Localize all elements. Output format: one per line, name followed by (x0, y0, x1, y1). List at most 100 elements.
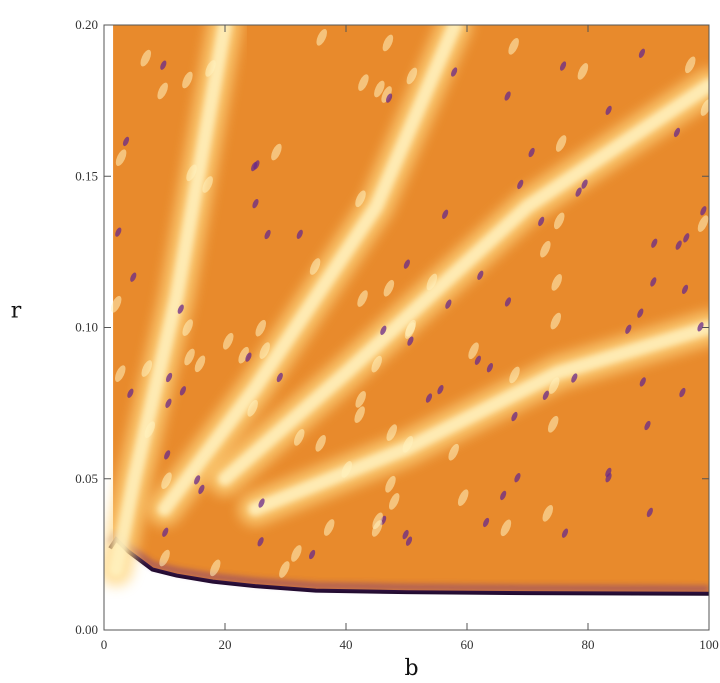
dark-speck (675, 240, 682, 250)
pale-streak (426, 273, 438, 291)
pale-streak (194, 355, 206, 373)
dark-speck (528, 147, 535, 158)
pale-streak (551, 274, 562, 291)
dark-speck (639, 377, 646, 387)
pale-streak (388, 493, 400, 510)
dark-speck (179, 386, 187, 396)
pale-streak (157, 82, 168, 100)
dark-speck (644, 420, 651, 431)
pale-streak (114, 365, 126, 382)
pale-streak (509, 366, 520, 384)
pale-streak (697, 215, 709, 232)
dark-speck (651, 238, 658, 248)
y-tick-label: 0.10 (75, 320, 98, 335)
dark-speck (198, 484, 205, 495)
x-tick-label: 60 (461, 637, 474, 652)
dark-speck (386, 93, 393, 103)
pale-streak (357, 290, 368, 307)
dark-speck (177, 304, 184, 314)
pale-streak (341, 461, 352, 478)
y-axis-label: r (11, 299, 22, 324)
pale-streak (508, 37, 519, 55)
dark-speck (162, 527, 169, 537)
dark-speck (252, 198, 259, 209)
pale-streak (110, 295, 122, 313)
dark-speck (130, 272, 137, 282)
x-axis-label: b (404, 656, 418, 681)
x-tick-label: 100 (699, 637, 719, 652)
dark-speck (115, 227, 122, 237)
dark-speck (257, 537, 264, 547)
dark-speck (571, 373, 578, 383)
dark-speck (673, 127, 681, 138)
pale-streak (271, 143, 282, 161)
pale-streak (161, 472, 172, 490)
dark-speck (380, 325, 387, 335)
pale-streak (553, 212, 565, 230)
dark-speck (251, 161, 258, 172)
dark-speck (650, 277, 657, 287)
dark-speck (511, 411, 518, 422)
pale-streak (141, 360, 153, 377)
dark-speck (482, 517, 490, 528)
pale-streak (238, 346, 249, 364)
dark-speck (296, 229, 303, 240)
pale-streak (202, 176, 213, 193)
dark-speck (700, 206, 707, 216)
dark-speck (402, 529, 409, 540)
dark-speck (407, 336, 414, 346)
dark-speck (646, 507, 653, 518)
pale-streak (468, 342, 479, 360)
dark-speck (681, 284, 689, 295)
pale-streak (547, 415, 559, 433)
dark-speck (451, 67, 458, 77)
x-tick-label: 20 (219, 637, 232, 652)
x-tick-label: 40 (340, 637, 353, 652)
pale-streak (448, 443, 459, 461)
dark-speck (517, 179, 524, 190)
dark-speck (575, 187, 582, 197)
dark-speck (194, 475, 201, 485)
pale-streak (355, 190, 366, 208)
pale-streak (540, 240, 551, 258)
dark-speck (625, 324, 632, 334)
y-tick-label: 0.15 (75, 168, 98, 183)
pale-streak (374, 80, 385, 98)
dark-speck (127, 388, 134, 398)
dark-speck (679, 387, 686, 398)
pale-streak (247, 399, 258, 417)
pale-streak (259, 342, 270, 359)
pale-streak (293, 429, 305, 446)
pale-streak (371, 520, 383, 537)
pale-streak (406, 67, 418, 85)
dark-speck (637, 308, 644, 318)
dark-speck (258, 498, 265, 508)
pale-streak (371, 355, 382, 373)
dark-speck (542, 390, 549, 400)
dark-speck (405, 536, 413, 546)
pale-streak (182, 71, 193, 89)
bright-band-core-4 (248, 320, 709, 516)
pale-streak (279, 561, 290, 578)
pale-streak (184, 348, 195, 366)
bright-band-core-1 (109, 25, 232, 577)
pale-streak (358, 74, 369, 91)
y-tick-label: 0.00 (75, 622, 98, 637)
dark-speck (164, 450, 171, 460)
x-tick-label: 0 (101, 637, 108, 652)
pale-streak (684, 56, 696, 74)
dark-speck (504, 91, 511, 101)
pale-streak (209, 559, 221, 577)
pale-streak (402, 435, 414, 453)
dark-speck (160, 60, 167, 70)
dark-speck (122, 136, 130, 147)
y-tick-label: 0.05 (75, 471, 98, 486)
pale-streak (205, 60, 216, 77)
dark-speck (445, 299, 452, 309)
dark-speck (638, 48, 646, 58)
pale-streak (381, 86, 392, 103)
pale-streak (186, 164, 197, 182)
dark-speck (500, 490, 507, 501)
dark-speck (683, 233, 690, 243)
